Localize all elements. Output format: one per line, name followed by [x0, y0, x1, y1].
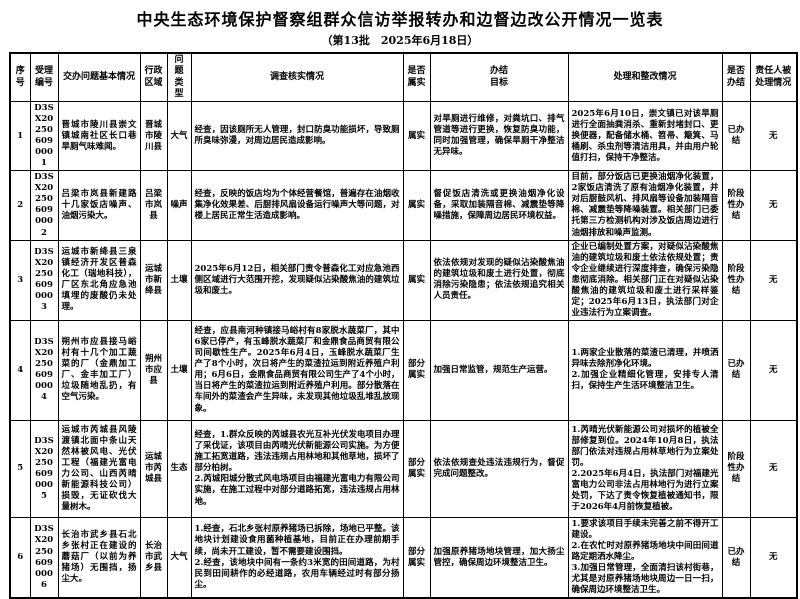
cell-type: 生态 [166, 419, 192, 518]
cell-problem: 长治市武乡县石北乡张村正在建设的蘑菇厂（以前为养猪场）无围挡，扬尘大。 [57, 516, 141, 599]
header-rectification: 处理和整改情况 [567, 52, 723, 102]
table-body: 1 D3SX202506090001 晋城市陵川县崇文镇城南社区长口巷旱厕气味难… [9, 100, 798, 599]
cell-status: 阶段性办结 [721, 419, 751, 518]
cell-goal: 督促饭店清洗或更换油烟净化设备，采取加装隔音棉、减震垫等降噪措施，保障周边居民环… [429, 170, 569, 241]
cell-region: 运城市芮城县 [139, 419, 168, 518]
header-accountability: 责任人被处理情况 [749, 52, 798, 102]
cell-rectification: 2025年6月10日，崇文镇已对该旱厕进行全面抽粪消杀、重新封堵封口、更换便器，… [567, 100, 723, 172]
cell-accountability: 无 [749, 239, 798, 321]
cell-is-true: 部分属实 [402, 516, 431, 599]
cell-accountability: 无 [749, 170, 798, 241]
cell-rectification: 1.两家企业散落的菜渣已清理，并喷洒异味去除剂净化环境。 2.加强企业精细化管理… [567, 319, 723, 421]
cell-problem: 吕梁市岚县新建路十几家饭店噪声、油烟污染大。 [57, 170, 141, 241]
cell-investigation: 经查，1.群众反映的芮城县农光互补光伏发电项目办理了采伐证，该项目由芮晴光伏新能… [190, 419, 404, 518]
document-page: 中央生态环境保护督察组群众信访举报转办和边督边改公开情况一览表 （第13批 20… [0, 6, 800, 599]
page-subtitle: （第13批 2025年6月18日） [321, 34, 479, 47]
cell-is-true: 部分属实 [402, 319, 431, 421]
cell-seq: 5 [9, 419, 31, 518]
cell-goal: 依法依规对发现的疑似沾染酸焦油的建筑垃圾和废土进行处置，彻底消除污染隐患；依法依… [429, 239, 569, 321]
header-status: 是否办结 [721, 52, 751, 102]
header-is-true: 是否属实 [402, 52, 431, 102]
cell-type: 大气 [166, 100, 192, 172]
cell-region: 吕梁市岚县 [139, 170, 168, 241]
cell-problem: 朔州市应县接马峪村有十几个加工蔬菜的厂（金鼎加工厂、金丰加工厂）垃圾随地乱扔，有… [57, 319, 141, 421]
page-title: 中央生态环境保护督察组群众信访举报转办和边督边改公开情况一览表 [136, 10, 664, 29]
table-row: 2 D3SX202506090002 吕梁市岚县新建路十几家饭店噪声、油烟污染大… [9, 170, 798, 241]
cell-status: 阶段性办结 [721, 170, 751, 241]
table-row: 4 D3SX202506090004 朔州市应县接马峪村有十几个加工蔬菜的厂（金… [9, 319, 798, 421]
cell-investigation: 2025年6月12日，相关部门责令普森化工对应急池西侧区域进行大范围开挖，发现疑… [190, 239, 404, 321]
cell-status: 阶段性办结 [721, 239, 751, 321]
cell-case-no: D3SX202506090002 [29, 170, 59, 241]
cell-rectification: 企业已编制处置方案，对疑似沾染酸焦油的建筑垃圾和废土依法依规处置；责令企业继续进… [567, 239, 723, 321]
table-header: 序号 受理编号 交办问题基本情况 行政区域 问题类型 调查核实情况 是否属实 办… [9, 52, 798, 102]
cell-problem: 运城市新绛县三泉镇经济开发区普森化工（瑞地科技），厂区东北角应急池填埋的废酸仍未… [57, 239, 141, 321]
cell-region: 运城市新绛县 [139, 239, 168, 321]
cell-accountability: 无 [749, 419, 798, 518]
cell-seq: 3 [9, 239, 31, 321]
cell-accountability: 无 [749, 100, 798, 172]
cell-region: 晋城市陵川县 [139, 100, 168, 172]
cell-seq: 6 [9, 516, 31, 599]
cell-is-true: 属实 [402, 100, 431, 172]
cell-rectification: 目前，部分饭店已更换油烟净化装置，2家饭店清洗了原有油烟净化装置，并对后厨鼓风机… [567, 170, 723, 241]
cell-goal: 加强原养猪场地块管理，加大扬尘管控，确保周边环境整洁卫生。 [429, 516, 569, 599]
cell-rectification: 1.芮晴光伏新能源公司对损坏的植被全部修复到位。2024年10月8日，执法部门依… [567, 419, 723, 518]
header-case-no: 受理编号 [29, 52, 59, 102]
cell-problem: 晋城市陵川县崇文镇城南社区长口巷旱厕气味难闻。 [57, 100, 141, 172]
table-row: 1 D3SX202506090001 晋城市陵川县崇文镇城南社区长口巷旱厕气味难… [9, 100, 798, 172]
cell-case-no: D3SX202506090004 [29, 319, 59, 421]
header-region: 行政区域 [139, 52, 168, 102]
cell-seq: 4 [9, 319, 31, 421]
cell-type: 土壤 [166, 319, 192, 421]
cell-is-true: 属实 [402, 239, 431, 321]
cell-investigation: 经查，因该厕所无人管理，封口防臭功能损坏，导致厕所臭味弥漫，对周边居民造成影响。 [190, 100, 404, 172]
header-row: 序号 受理编号 交办问题基本情况 行政区域 问题类型 调查核实情况 是否属实 办… [9, 52, 798, 102]
cell-is-true: 部分属实 [402, 419, 431, 518]
cell-case-no: D3SX202506090006 [29, 516, 59, 599]
cell-goal: 依法依规查处违法违规行为，督促完成问题整改。 [429, 419, 569, 518]
cell-investigation: 经查，应县南河种镇接马峪村有8家脱水蔬菜厂，其中6家已停产，有玉峰脱水蔬菜厂和金… [190, 319, 404, 421]
table-row: 3 D3SX202506090003 运城市新绛县三泉镇经济开发区普森化工（瑞地… [9, 239, 798, 321]
header-investigation: 调查核实情况 [190, 52, 404, 102]
table-row: 5 D3SX202506090005 运城市芮城县风陵渡镇北面中条山天然林被风电… [9, 419, 798, 518]
cell-type: 土壤 [166, 239, 192, 321]
header-type: 问题类型 [166, 52, 192, 102]
cell-problem: 运城市芮城县风陵渡镇北面中条山天然林被风电、光伏工程（福建光富电力公司、山西芮晴… [57, 419, 141, 518]
cell-region: 朔州市应县 [139, 319, 168, 421]
cell-type: 噪声 [166, 170, 192, 241]
cell-rectification: 1.要求该项目手续未完善之前不得开工建设。 2.在农忙时对原养猪场地块中间田间道… [567, 516, 723, 599]
table-row: 6 D3SX202506090006 长治市武乡县石北乡张村正在建设的蘑菇厂（以… [9, 516, 798, 599]
cell-status: 已办结 [721, 100, 751, 172]
cell-goal: 对旱厕进行维修，对粪坑口、排气管道等进行更换，恢复防臭功能，同时加强管理，确保旱… [429, 100, 569, 172]
cell-investigation: 1.经查，石北乡张村原养猪场已拆除，场地已平整。该地块计划建设食用菌种植基地，目… [190, 516, 404, 599]
cell-investigation: 经查，反映的饭店均为个体经营餐馆，普遍存在油烟收集净化效果差、后厨排风扇设备运行… [190, 170, 404, 241]
header-goal: 办结 目标 [429, 52, 569, 102]
cell-accountability: 无 [749, 319, 798, 421]
cell-case-no: D3SX202506090003 [29, 239, 59, 321]
header-problem: 交办问题基本情况 [57, 52, 141, 102]
cell-status: 已办结 [721, 319, 751, 421]
cell-seq: 1 [9, 100, 31, 172]
cell-case-no: D3SX202506090001 [29, 100, 59, 172]
cell-status: 已办结 [721, 516, 751, 599]
inspection-report-table: 序号 受理编号 交办问题基本情况 行政区域 问题类型 调查核实情况 是否属实 办… [9, 52, 798, 599]
cell-case-no: D3SX202506090005 [29, 419, 59, 518]
header-seq: 序号 [9, 52, 31, 102]
cell-is-true: 属实 [402, 170, 431, 241]
cell-region: 长治市武乡县 [139, 516, 168, 599]
cell-accountability: 无 [749, 516, 798, 599]
cell-seq: 2 [9, 170, 31, 241]
cell-type: 大气 [166, 516, 192, 599]
cell-goal: 加强日常监管，规范生产运营。 [429, 319, 569, 421]
